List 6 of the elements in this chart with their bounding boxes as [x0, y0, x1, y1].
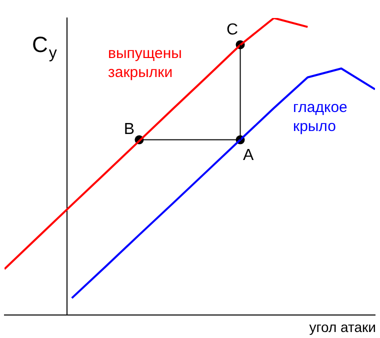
- series-label: выпущены закрылки: [108, 45, 182, 81]
- series-label: гладкое крыло: [293, 99, 348, 135]
- annotation: B: [124, 120, 135, 138]
- annotation: C: [226, 22, 238, 39]
- annotation: A: [242, 146, 254, 164]
- x-axis-title: угол атаки: [309, 319, 376, 335]
